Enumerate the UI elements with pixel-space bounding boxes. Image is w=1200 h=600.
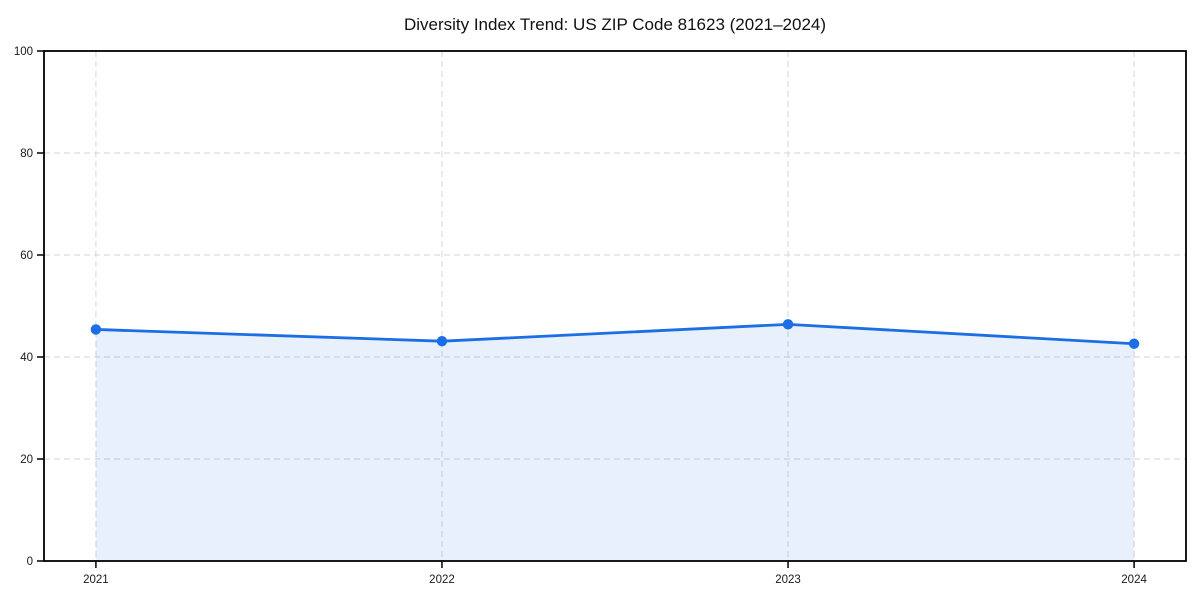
x-tick-label: 2024	[1121, 574, 1147, 586]
chart-title: Diversity Index Trend: US ZIP Code 81623…	[404, 15, 826, 34]
plot-area: 0 20 40 60 80 100 2021 2022 2023 2024	[14, 46, 1187, 586]
y-tick-label: 60	[20, 250, 33, 262]
y-tick-label: 0	[27, 556, 33, 568]
data-point-marker	[1128, 338, 1140, 349]
data-point-marker	[436, 335, 448, 347]
x-tick-label: 2021	[83, 574, 109, 586]
data-point-marker	[90, 324, 102, 335]
x-tick-label: 2022	[429, 574, 455, 586]
plot-border	[43, 50, 1187, 562]
y-tick-label: 100	[14, 46, 33, 58]
y-tick-label: 80	[20, 148, 33, 160]
data-point-marker	[782, 319, 794, 330]
y-tick-label: 40	[20, 352, 33, 364]
series-area-fill	[95, 324, 1135, 561]
x-tick-label: 2023	[775, 574, 801, 586]
trend-line	[94, 322, 1136, 346]
y-tick-label: 20	[20, 454, 33, 466]
